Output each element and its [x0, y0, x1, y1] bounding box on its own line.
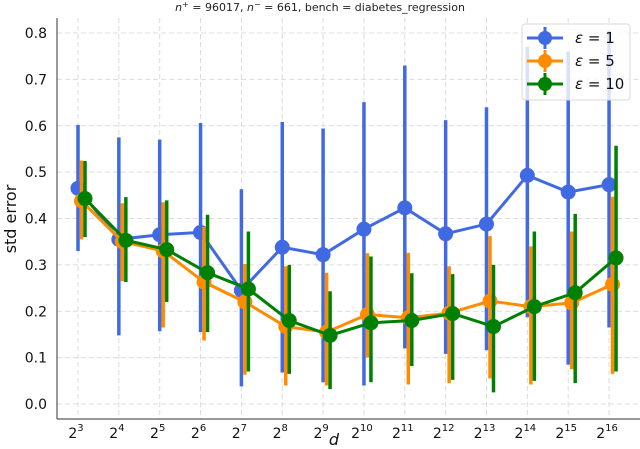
- data-point: [601, 177, 617, 193]
- data-point: [519, 167, 535, 183]
- series-eps-5: [74, 160, 621, 386]
- x-tick-label: 210: [351, 423, 373, 442]
- x-tick-label: 216: [596, 423, 618, 442]
- series-line: [83, 197, 618, 337]
- legend-label: ε = 10: [575, 75, 624, 93]
- x-tick-label: 28: [273, 423, 288, 442]
- data-point: [77, 191, 93, 207]
- legend-marker-icon: [538, 77, 552, 91]
- legend-item-eps-10: ε = 10: [527, 73, 624, 95]
- data-point: [397, 200, 413, 216]
- data-point: [560, 184, 576, 200]
- data-point: [445, 306, 461, 322]
- data-point: [526, 299, 542, 315]
- data-point: [567, 285, 583, 301]
- legend-label: ε = 5: [575, 52, 615, 70]
- legend: ε = 1 ε = 5 ε = 10: [521, 23, 631, 101]
- legend-marker-icon: [538, 31, 552, 45]
- x-tick-label: 213: [474, 423, 496, 442]
- data-point: [363, 315, 379, 331]
- data-point: [479, 216, 494, 232]
- y-tick-label: 0.5: [25, 165, 47, 181]
- x-tick-label: 215: [555, 423, 577, 442]
- x-tick-label: 23: [68, 423, 83, 442]
- data-point: [281, 313, 297, 329]
- data-point: [486, 319, 501, 335]
- y-tick-label: 0.6: [25, 119, 47, 135]
- x-tick-label: 26: [191, 423, 206, 442]
- legend-label: ε = 1: [575, 29, 615, 47]
- x-tick-label: 25: [150, 423, 165, 442]
- data-series: [70, 30, 624, 393]
- legend-marker-icon: [538, 54, 552, 68]
- chart-title-text: n+ = 96017, n− = 661, bench = diabetes_r…: [175, 0, 465, 14]
- data-point: [322, 327, 338, 343]
- data-point: [608, 250, 624, 266]
- y-tick-label: 0.2: [25, 304, 47, 320]
- y-tick-label: 0.1: [25, 351, 47, 367]
- legend-item-eps-1: ε = 1: [527, 27, 615, 49]
- legend-item-eps-5: ε = 5: [527, 50, 615, 72]
- data-point: [159, 242, 175, 258]
- data-point: [315, 247, 331, 263]
- axes: 0.0 0.1 0.2 0.3 0.4 0.5 0.6 0.7 0.8 23 24 25 26 27 28 2…: [25, 18, 640, 442]
- y-tick-label: 0.4: [25, 212, 47, 228]
- y-tick-label: 0.3: [25, 258, 47, 274]
- data-point: [438, 226, 454, 242]
- y-axis-label: std error: [1, 184, 20, 253]
- data-point: [274, 239, 290, 255]
- x-tick-label: 24: [109, 423, 124, 442]
- x-tick-label: 27: [232, 423, 247, 442]
- x-tick-label: 212: [433, 423, 455, 442]
- chart-title: n+ = 96017, n− = 661, bench = diabetes_r…: [175, 0, 465, 14]
- data-point: [356, 221, 372, 237]
- data-point: [240, 281, 256, 297]
- data-point: [200, 265, 216, 281]
- series-eps-10: [77, 145, 624, 393]
- x-tick-label: 214: [515, 423, 537, 442]
- x-tick-label: 211: [392, 423, 414, 442]
- data-point: [118, 232, 134, 248]
- y-tick-label: 0.8: [25, 26, 47, 42]
- y-tick-label: 0.0: [25, 397, 47, 413]
- x-axis-label: d: [329, 430, 340, 449]
- data-point: [404, 313, 420, 329]
- x-tick-label: 29: [313, 423, 328, 442]
- y-tick-label: 0.7: [25, 72, 47, 88]
